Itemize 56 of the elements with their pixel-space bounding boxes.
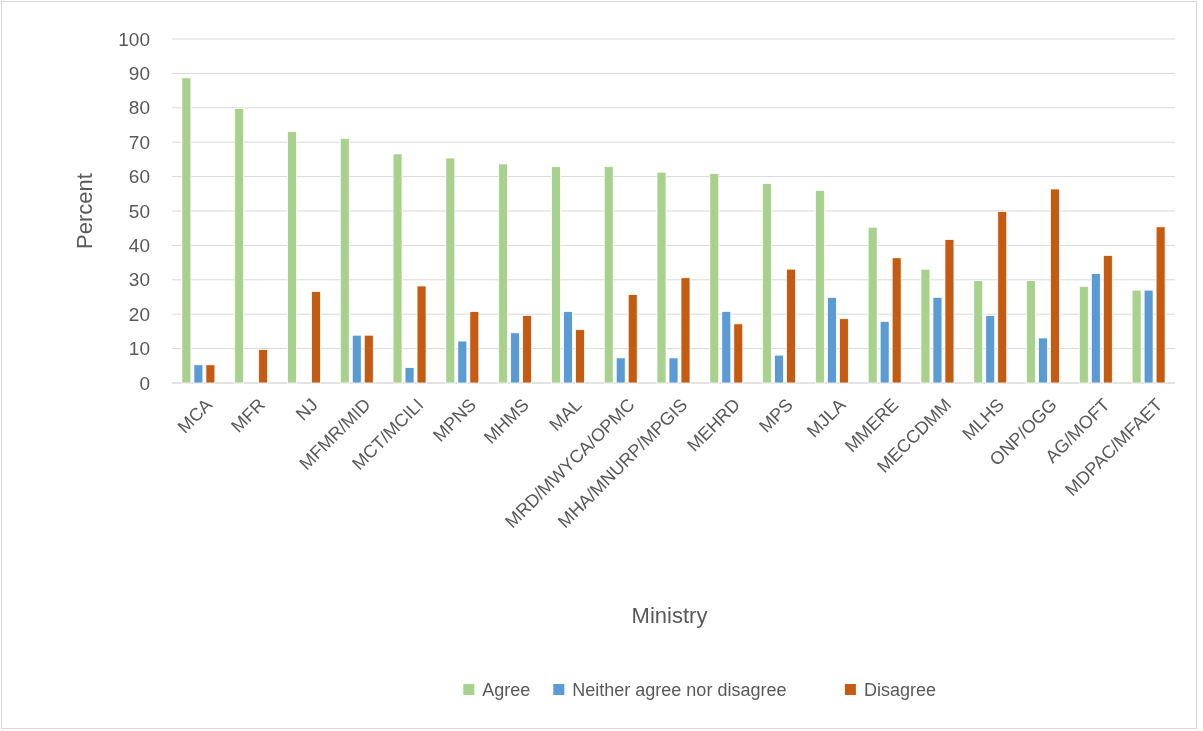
y-tick-label: 10 [128,338,150,360]
bar [1090,273,1101,384]
bar [733,323,744,384]
y-tick-label: 70 [128,131,150,153]
bar [1026,280,1036,384]
bar [445,157,456,384]
y-tick-label: 0 [139,372,150,394]
y-tick-label: 20 [128,303,150,325]
bar [339,138,350,384]
bar [603,166,614,384]
bar [721,311,732,384]
bar [522,315,533,384]
y-tick-label: 30 [128,269,150,291]
bar [510,332,521,384]
y-tick-label: 90 [128,63,150,85]
bar [1050,188,1060,384]
bar [575,329,585,384]
bar [457,340,468,384]
y-tick-label: 100 [118,28,150,50]
y-tick-label: 80 [128,97,150,119]
bar [838,318,849,384]
bar [762,183,772,384]
y-tick-label: 50 [128,200,150,222]
legend-label: Agree [482,680,531,701]
bar [498,163,509,384]
bar [627,294,638,384]
bar [351,334,362,384]
bar [258,349,269,384]
legend-label: Neither agree nor disagree [572,680,787,701]
bar [879,321,890,384]
y-tick-label: 40 [128,235,150,257]
bar [563,311,573,384]
bar [1102,254,1113,384]
x-axis-title: Ministry [631,603,708,628]
bar [469,311,480,384]
bar [1078,285,1089,384]
bar [709,173,720,384]
bar [551,166,561,384]
bar [985,315,996,384]
bar [814,189,825,384]
y-tick-label: 60 [128,166,150,188]
bar [234,108,245,384]
bar [287,131,297,384]
bar [774,354,784,384]
bar [786,268,796,384]
bar [973,280,984,384]
bar [826,296,837,384]
y-axis-title: Percent [72,173,97,249]
bar [891,257,902,384]
bar [1038,337,1048,384]
legend-label: Disagree [863,680,936,701]
bar [615,357,626,384]
bar [311,291,321,384]
bar [997,210,1008,384]
bar [867,226,878,384]
bar [363,334,374,384]
